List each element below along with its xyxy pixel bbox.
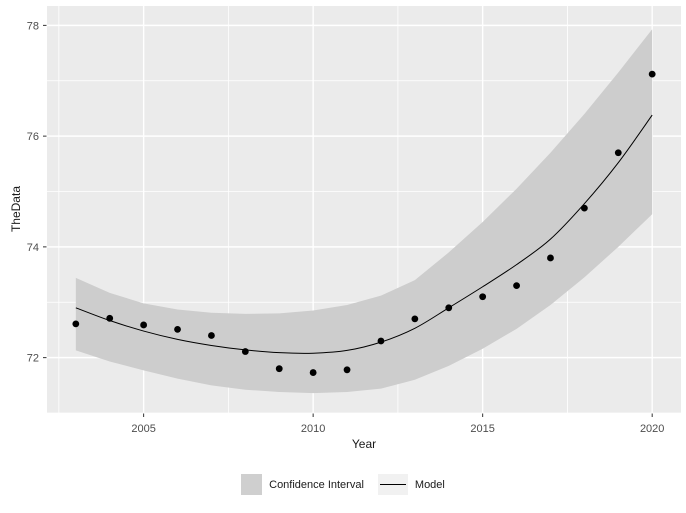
legend: Confidence Interval Model (0, 474, 686, 495)
model-key-line (379, 484, 406, 485)
data-point (547, 254, 554, 262)
confidence-band (75, 29, 653, 394)
data-point (106, 314, 114, 322)
data-point (580, 204, 588, 212)
data-point (241, 348, 249, 355)
data-point (445, 304, 453, 312)
x-tick-label: 2005 (131, 423, 155, 435)
y-tick-label: 72 (27, 353, 39, 365)
model-line (75, 114, 653, 354)
y-tick-label: 78 (27, 20, 39, 32)
model-line-key-icon (377, 474, 408, 495)
legend-item-confidence-interval: Confidence Interval (241, 474, 364, 495)
y-tick-label: 76 (27, 131, 39, 143)
legend-item-model: Model (377, 474, 445, 495)
legend-label-model: Model (414, 478, 445, 491)
y-axis-title: TheData (9, 186, 23, 233)
data-point (513, 282, 520, 290)
x-tick-label: 2015 (470, 423, 494, 435)
legend-label-confidence-interval: Confidence Interval (269, 478, 364, 491)
y-tick-label: 74 (27, 242, 39, 254)
data-point (275, 365, 283, 373)
data-point (614, 149, 622, 157)
data-point (411, 315, 419, 323)
data-point (648, 70, 656, 78)
data-point (479, 293, 487, 301)
data-point (140, 321, 148, 329)
x-tick-label: 2020 (640, 423, 664, 435)
x-tick-label: 2010 (301, 423, 325, 435)
confidence-interval-swatch-icon (241, 474, 263, 495)
data-point (343, 366, 351, 374)
y-axis-title-wrap: TheData (4, 6, 28, 413)
data-point (174, 325, 181, 333)
data-point (377, 337, 385, 345)
x-axis-title: Year (351, 437, 377, 451)
data-point (208, 332, 215, 339)
data-point (72, 320, 80, 328)
data-point (309, 369, 317, 376)
